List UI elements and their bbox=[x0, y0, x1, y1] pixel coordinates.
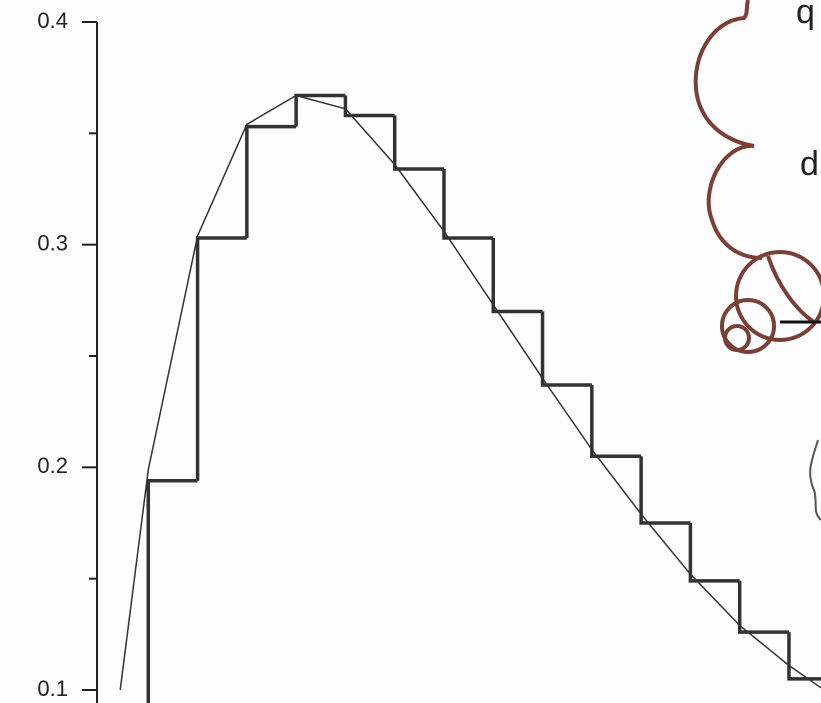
histogram-step bbox=[740, 581, 789, 632]
annotation: d bbox=[800, 145, 819, 183]
histogram-step bbox=[543, 311, 592, 384]
histogram-step bbox=[789, 632, 821, 679]
chart: q d 0.1 0.2 0.3 0.4 bbox=[0, 0, 821, 703]
thought-bubble bbox=[696, 0, 821, 520]
histogram-step bbox=[296, 95, 345, 126]
histogram-step bbox=[444, 169, 493, 238]
y-tick-label: 0.4 bbox=[37, 8, 68, 33]
page: {"chart_data": {"type": "histogram", "bi… bbox=[0, 0, 821, 703]
y-tick-label: 0.1 bbox=[37, 676, 68, 701]
histogram-step bbox=[641, 456, 690, 523]
histogram-step bbox=[247, 127, 296, 238]
y-tick-label: 0.3 bbox=[37, 230, 68, 255]
histogram-step bbox=[395, 116, 444, 169]
histogram-step bbox=[345, 95, 394, 115]
density-curve bbox=[120, 96, 821, 691]
histogram-step bbox=[198, 238, 247, 481]
histogram-step bbox=[592, 385, 641, 456]
annotation: q bbox=[796, 0, 815, 31]
histogram-step bbox=[493, 238, 542, 311]
y-tick-label: 0.2 bbox=[37, 453, 68, 478]
histogram-step bbox=[148, 481, 197, 703]
histogram-step bbox=[690, 523, 739, 581]
